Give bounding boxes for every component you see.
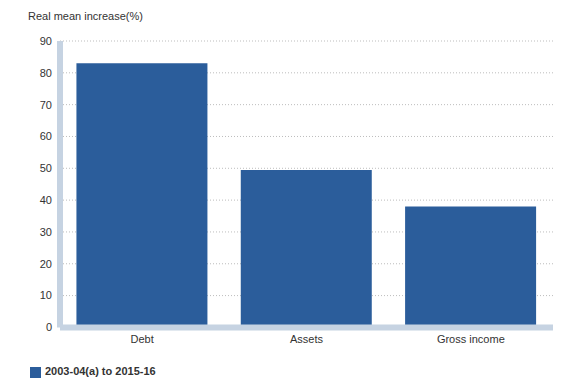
- html-text:Real mean increase(%): Real mean increase(%): [28, 10, 143, 22]
- svg-text:40: 40: [40, 194, 52, 206]
- svg-text:70: 70: [40, 99, 52, 111]
- svg-text:Debt: Debt: [131, 333, 154, 345]
- html-text:2003-04(a) to 2015-16: 2003-04(a) to 2015-16: [45, 365, 156, 378]
- svg-text:Gross income: Gross income: [437, 333, 505, 345]
- svg-text:80: 80: [40, 67, 52, 79]
- svg-text:50: 50: [40, 162, 52, 174]
- svg-text:30: 30: [40, 226, 52, 238]
- svg-text:Assets: Assets: [290, 333, 324, 345]
- svg-text:90: 90: [40, 35, 52, 47]
- svg-text:0: 0: [46, 321, 52, 333]
- svg-text:60: 60: [40, 130, 52, 142]
- svg-text:10: 10: [40, 289, 52, 301]
- svg-text:20: 20: [40, 258, 52, 270]
